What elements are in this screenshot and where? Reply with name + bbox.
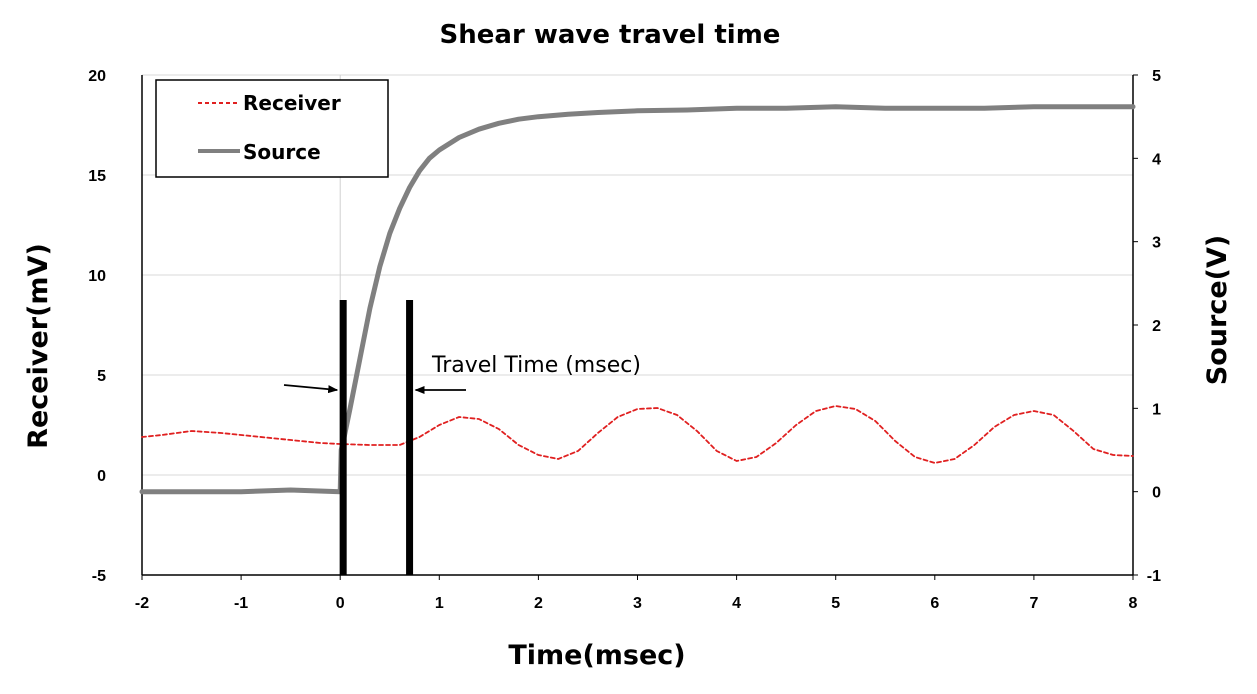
x-tick-label-0: -2 — [135, 595, 149, 612]
x-tick-label-10: 8 — [1129, 595, 1138, 612]
y-axis-title: Receiver(mV) — [23, 243, 54, 449]
y2-tick-label-3: 2 — [1152, 318, 1161, 335]
chart-title: Shear wave travel time — [440, 20, 781, 50]
y2-tick-label-0: -1 — [1147, 568, 1161, 585]
legend-receiver-label: Receiver — [243, 91, 341, 115]
x-tick-label-5: 3 — [633, 595, 642, 612]
x-tick-label-8: 6 — [930, 595, 939, 612]
y2-axis-ticks: -1 0 1 2 3 4 5 — [1133, 68, 1161, 585]
x-tick-label-2: 0 — [336, 595, 345, 612]
y2-tick-label-5: 4 — [1152, 151, 1161, 168]
x-tick-label-1: -1 — [234, 595, 248, 612]
legend: Receiver Source — [155, 79, 389, 178]
y2-axis-title: Source(V) — [1202, 235, 1233, 385]
travel-time-markers — [339, 300, 414, 575]
y-tick-label-4: 15 — [88, 168, 106, 185]
travel-time-annotation: Travel Time (msec) — [283, 353, 641, 394]
x-tick-label-3: 1 — [435, 595, 444, 612]
y-tick-label-2: 5 — [97, 368, 106, 385]
travel-marker-1 — [406, 300, 414, 575]
travel-marker-0 — [339, 300, 347, 575]
legend-box — [155, 79, 389, 178]
y2-tick-label-4: 3 — [1152, 235, 1161, 252]
y2-tick-label-1: 0 — [1152, 485, 1161, 502]
y2-tick-label-6: 5 — [1152, 68, 1161, 85]
y-tick-label-3: 10 — [88, 268, 106, 285]
x-tick-label-7: 5 — [831, 595, 840, 612]
x-tick-label-9: 7 — [1029, 595, 1038, 612]
annotation-text: Travel Time (msec) — [431, 353, 641, 378]
y-tick-label-5: 20 — [88, 68, 106, 85]
x-axis-title: Time(msec) — [508, 640, 685, 671]
y-axis-ticks: -5 0 5 10 15 20 — [88, 68, 106, 585]
series-receiver — [141, 405, 1134, 464]
y2-tick-label-2: 1 — [1152, 401, 1161, 418]
y-tick-label-0: -5 — [92, 568, 106, 585]
x-tick-label-6: 4 — [732, 595, 741, 612]
x-tick-label-4: 2 — [534, 595, 543, 612]
legend-source-label: Source — [243, 140, 321, 164]
x-axis-ticks: -2 -1 0 1 2 3 4 5 6 7 8 — [135, 575, 1138, 612]
y-tick-label-1: 0 — [97, 468, 106, 485]
arrow-left — [283, 384, 339, 394]
